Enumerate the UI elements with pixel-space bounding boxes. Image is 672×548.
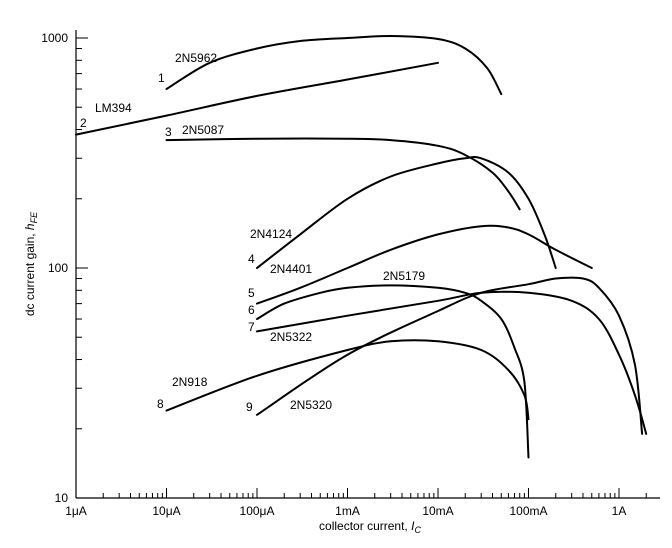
series-name-2N5322: 2N5322 [270, 330, 312, 344]
minor-ticks [76, 48, 647, 498]
major-ticks [75, 37, 620, 499]
series-number-2: 2 [80, 116, 87, 130]
tick-labels: 10 100 1000 1μA 10μA 100μA 1mA 10mA 100mA 1A [41, 31, 626, 518]
x-tick-label: 10mA [422, 504, 453, 518]
series-curve-LM394 [75, 61, 439, 136]
series-name-LM394: LM394 [95, 101, 132, 115]
series-number-7: 7 [248, 320, 255, 334]
x-tick-label: 1μA [65, 504, 87, 518]
x-tick-label: 1A [612, 504, 627, 518]
series-name-2N4401: 2N4401 [270, 262, 312, 276]
x-tick-label: 10μA [152, 504, 180, 518]
series-curve-2N5179 [256, 284, 530, 459]
series-number-1: 1 [158, 71, 165, 85]
y-tick-label: 10 [55, 491, 69, 505]
y-axis-title: dc current gain, hFE [23, 211, 39, 316]
y-tick-label: 100 [48, 261, 68, 275]
series-curve-2N5320 [256, 276, 644, 435]
series-curve-2N918 [165, 339, 530, 421]
series-curves [75, 34, 648, 459]
x-tick-label: 100mA [509, 504, 547, 518]
series-labels: 1 2N5962 2 LM394 3 2N5087 4 2N4124 5 2N4401 6 2N517… [80, 51, 425, 414]
series-curve-2N5962 [165, 34, 503, 96]
x-tick-label: 1mA [335, 504, 360, 518]
series-number-6: 6 [248, 303, 255, 317]
series-number-9: 9 [246, 400, 253, 414]
x-tick-label: 100μA [240, 504, 275, 518]
plot-area [75, 30, 660, 499]
x-axis-title: collector current, IC [319, 519, 421, 535]
series-name-2N4124: 2N4124 [250, 227, 292, 241]
series-name-2N5179: 2N5179 [383, 269, 425, 283]
series-curve-2N4401 [256, 224, 593, 305]
series-name-2N918: 2N918 [172, 375, 208, 389]
series-name-2N5320: 2N5320 [290, 398, 332, 412]
series-number-8: 8 [157, 397, 164, 411]
series-curve-2N5322 [256, 290, 648, 435]
series-number-4: 4 [248, 252, 255, 266]
series-name-2N5962: 2N5962 [175, 51, 217, 65]
series-number-5: 5 [248, 286, 255, 300]
series-name-2N5087: 2N5087 [182, 123, 224, 137]
series-curve-2N4124 [256, 156, 557, 269]
y-tick-label: 1000 [41, 31, 68, 45]
series-number-3: 3 [165, 125, 172, 139]
series-curve-2N5087 [165, 137, 521, 211]
